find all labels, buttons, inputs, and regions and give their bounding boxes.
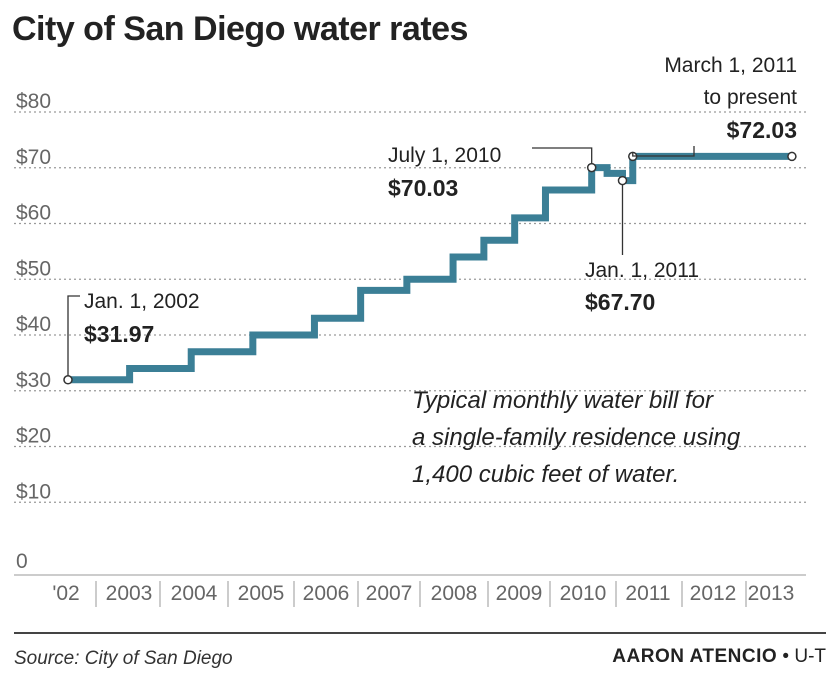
annotation-value-2002: $31.97 xyxy=(84,321,154,347)
y-tick-label-10: $10 xyxy=(16,480,51,503)
credit-name: AARON ATENCIO xyxy=(612,646,778,667)
annotation-value-2010: $70.03 xyxy=(388,175,458,201)
annotation-date-2002: Jan. 1, 2002 xyxy=(84,290,200,313)
x-tick-label-2005: 2005 xyxy=(238,582,285,605)
y-axis-tick-labels: 0 $10 $20 $30 $40 $50 $60 $70 $80 xyxy=(16,90,51,573)
y-tick-label-70: $70 xyxy=(16,146,51,169)
annotation-date-2011b-line2: to present xyxy=(704,86,798,109)
y-tick-label-50: $50 xyxy=(16,257,51,280)
leader-2011b xyxy=(632,146,695,157)
leader-2002 xyxy=(67,295,80,376)
x-axis-tick-labels: '02 2003 2004 2005 2006 2007 2008 2009 2010 2011 2… xyxy=(52,581,794,607)
x-tick-label-2010: 2010 xyxy=(560,582,607,605)
y-tick-label-40: $40 xyxy=(16,313,51,336)
marker-2011 xyxy=(617,175,628,186)
x-tick-label-2008: 2008 xyxy=(431,582,478,605)
source-note: Source: City of San Diego xyxy=(14,648,233,669)
y-tick-label-60: $60 xyxy=(16,202,51,225)
leader-2010 xyxy=(532,147,593,164)
annotation-value-2011: $67.70 xyxy=(585,289,655,315)
x-tick-label-2004: 2004 xyxy=(171,582,218,605)
x-tick-label-2006: 2006 xyxy=(303,582,350,605)
annotation-value-2011b: $72.03 xyxy=(727,117,797,143)
credit-org: U-T xyxy=(794,646,826,667)
x-tick-label-2009: 2009 xyxy=(496,582,543,605)
water-rate-step-line xyxy=(68,152,792,384)
footer-divider xyxy=(14,632,826,634)
credit-line: AARON ATENCIO • U-T xyxy=(612,646,826,668)
chart-note-line-2: a single-family residence using xyxy=(412,424,741,451)
annotations-layer: Jan. 1, 2002 $31.97 July 1, 2010 $70.03 … xyxy=(63,54,798,488)
x-tick-label-2007: 2007 xyxy=(366,582,413,605)
marker-2010 xyxy=(586,162,597,173)
y-tick-label-20: $20 xyxy=(16,425,51,448)
credit-separator: • xyxy=(782,646,790,667)
x-tick-label-2002: '02 xyxy=(52,582,79,605)
chart-note-line-3: 1,400 cubic feet of water. xyxy=(412,461,679,488)
chart-title: City of San Diego water rates xyxy=(12,10,468,48)
x-tick-label-2012: 2012 xyxy=(690,582,737,605)
marker-present xyxy=(787,151,797,162)
annotation-date-2010: July 1, 2010 xyxy=(388,144,501,167)
chart-note-line-1: Typical monthly water bill for xyxy=(412,387,714,414)
series-layer xyxy=(68,152,792,384)
annotation-date-2011b-line1: March 1, 2011 xyxy=(664,54,797,77)
y-tick-label-0: 0 xyxy=(16,550,28,573)
annotation-date-2011: Jan. 1, 2011 xyxy=(585,259,699,282)
x-tick-label-2003: 2003 xyxy=(106,582,153,605)
x-tick-label-2013: 2013 xyxy=(748,582,795,605)
x-tick-label-2011: 2011 xyxy=(625,582,670,605)
marker-2002 xyxy=(63,375,73,385)
y-tick-label-80: $80 xyxy=(16,90,51,113)
y-tick-label-30: $30 xyxy=(16,369,51,392)
